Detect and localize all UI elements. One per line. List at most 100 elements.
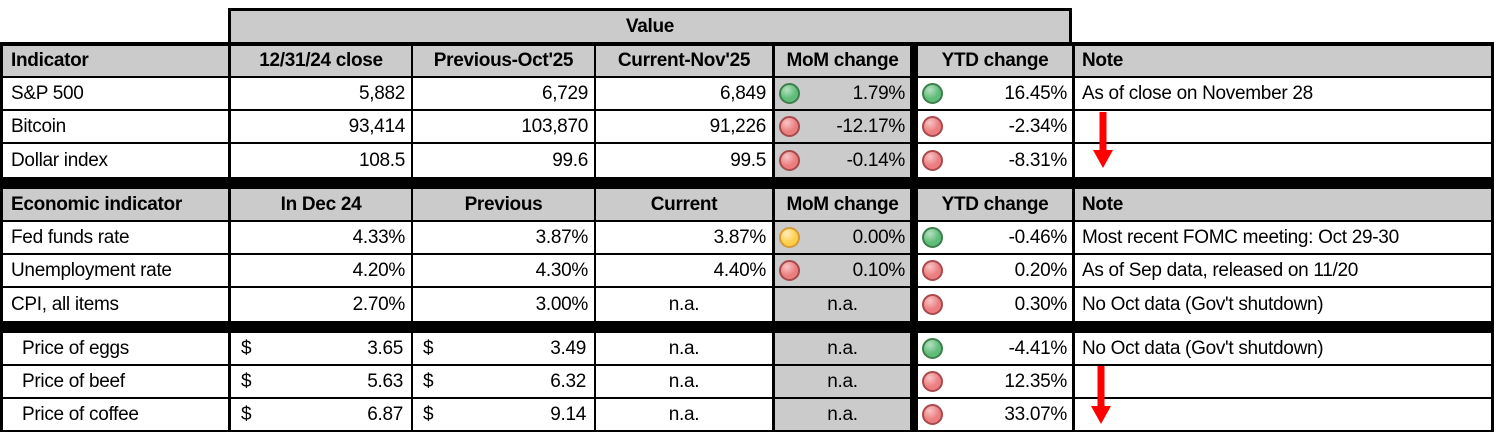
indicators-table: Indicator 12/31/24 close Previous-Oct'25… — [0, 42, 1494, 432]
close-value: 5,882 — [231, 78, 413, 109]
mom-change-cell: -0.14% — [775, 144, 910, 177]
column-divider — [910, 222, 918, 253]
status-dot-icon — [922, 260, 943, 281]
mom-change-cell: n.a. — [775, 399, 910, 430]
mom-change-cell: 0.10% — [775, 255, 910, 286]
status-dot-icon — [779, 83, 800, 104]
current-value: 4.40% — [596, 255, 775, 286]
row-dollar-index: Dollar index 108.5 99.6 99.5 -0.14% -8.3… — [3, 144, 1491, 177]
note-cell: As of Sep data, released on 11/20 — [1082, 259, 1359, 281]
header-previous: Previous-Oct'25 — [413, 46, 596, 76]
economic-header-row: Economic indicator In Dec 24 Previous Cu… — [3, 189, 1491, 222]
column-divider — [910, 144, 918, 177]
row-sp500: S&P 500 5,882 6,729 6,849 1.79% 16.45% A… — [3, 78, 1491, 111]
current-value: 3.87% — [596, 222, 775, 253]
current-value: n.a. — [596, 333, 775, 364]
close-value: $ 6.87 — [231, 399, 413, 430]
header-economic-indicator: Economic indicator — [3, 189, 231, 220]
column-divider — [910, 78, 918, 109]
status-dot-icon — [922, 83, 943, 104]
price-value: 3.49 — [550, 337, 586, 359]
header-note: Note — [1075, 46, 1491, 76]
column-divider — [910, 46, 918, 76]
ytd-change-value: 0.30% — [1014, 293, 1068, 315]
value-banner: Value — [228, 8, 1072, 42]
ytd-change-value: -8.31% — [1008, 149, 1068, 171]
column-divider — [910, 399, 918, 430]
mom-change-value: 0.10% — [852, 259, 906, 281]
ytd-change-value: 12.35% — [1004, 370, 1067, 392]
indicator-label: Dollar index — [3, 144, 231, 177]
red-down-arrow-icon — [1093, 112, 1113, 168]
current-value: n.a. — [596, 399, 775, 430]
mom-change-cell: n.a. — [775, 288, 910, 321]
indicator-label: S&P 500 — [3, 78, 231, 109]
previous-value: 4.30% — [413, 255, 596, 286]
header-indicator: Indicator — [3, 46, 231, 76]
price-value: 6.32 — [550, 370, 586, 392]
previous-value: 6,729 — [413, 78, 596, 109]
status-dot-icon — [922, 338, 943, 359]
previous-value: $ 9.14 — [413, 399, 596, 430]
note-cell — [1075, 111, 1491, 142]
indicator-label: Fed funds rate — [3, 222, 231, 253]
mom-change-value: n.a. — [827, 403, 858, 425]
current-value: 99.5 — [596, 144, 775, 177]
row-price-of-beef: Price of beef $ 5.63 $ 6.32 n.a. n.a. 12… — [3, 366, 1491, 399]
mom-change-cell: 1.79% — [775, 78, 910, 109]
mom-change-value: n.a. — [827, 293, 858, 315]
row-unemployment-rate: Unemployment rate 4.20% 4.30% 4.40% 0.10… — [3, 255, 1491, 288]
column-divider — [910, 189, 918, 220]
close-value: 4.20% — [231, 255, 413, 286]
close-value: 4.33% — [231, 222, 413, 253]
mom-change-value: 0.00% — [852, 226, 906, 248]
section-divider — [3, 177, 1491, 189]
header-previous: Previous — [413, 189, 596, 220]
currency-symbol: $ — [241, 403, 252, 425]
status-dot-icon — [779, 227, 800, 248]
mom-change-value: n.a. — [827, 370, 858, 392]
previous-value: $ 3.49 — [413, 333, 596, 364]
header-ytd-change: YTD change — [918, 46, 1075, 76]
column-divider — [910, 366, 918, 397]
indicator-label: Unemployment rate — [3, 255, 231, 286]
price-value: 5.63 — [367, 370, 403, 392]
row-fed-funds-rate: Fed funds rate 4.33% 3.87% 3.87% 0.00% -… — [3, 222, 1491, 255]
row-price-of-coffee: Price of coffee $ 6.87 $ 9.14 n.a. n.a. … — [3, 399, 1491, 432]
status-dot-icon — [922, 404, 943, 425]
mom-change-cell: n.a. — [775, 366, 910, 397]
banner-gap — [0, 8, 228, 42]
close-value: 93,414 — [231, 111, 413, 142]
price-value: 3.65 — [367, 337, 403, 359]
previous-value: 3.00% — [413, 288, 596, 321]
previous-value: 3.87% — [413, 222, 596, 253]
row-cpi: CPI, all items 2.70% 3.00% n.a. n.a. 0.3… — [3, 288, 1491, 321]
mom-change-value: -0.14% — [846, 149, 906, 171]
top-spacer — [0, 0, 1494, 8]
header-current: Current-Nov'25 — [596, 46, 775, 76]
ytd-change-cell: -0.46% — [918, 222, 1075, 253]
ytd-change-cell: -8.31% — [918, 144, 1075, 177]
header-mom-change: MoM change — [775, 189, 910, 220]
ytd-change-value: -2.34% — [1008, 115, 1068, 137]
currency-symbol: $ — [423, 403, 434, 425]
column-divider — [910, 111, 918, 142]
status-dot-icon — [779, 260, 800, 281]
ytd-change-cell: 0.30% — [918, 288, 1075, 321]
close-value: $ 3.65 — [231, 333, 413, 364]
ytd-change-value: 16.45% — [1004, 82, 1067, 104]
mom-change-cell: -12.17% — [775, 111, 910, 142]
status-dot-icon — [922, 227, 943, 248]
ytd-change-value: -4.41% — [1008, 337, 1068, 359]
red-down-arrow-icon — [1091, 366, 1111, 424]
status-dot-icon — [922, 150, 943, 171]
indicator-label: Price of coffee — [3, 399, 231, 430]
mom-change-value: -12.17% — [836, 115, 905, 137]
note-cell — [1075, 366, 1491, 397]
price-value: 9.14 — [550, 403, 586, 425]
indicator-label: Price of eggs — [3, 333, 231, 364]
ytd-change-cell: -2.34% — [918, 111, 1075, 142]
header-note: Note — [1075, 189, 1491, 220]
note-cell: Most recent FOMC meeting: Oct 29-30 — [1082, 226, 1399, 248]
note-cell — [1075, 144, 1491, 177]
